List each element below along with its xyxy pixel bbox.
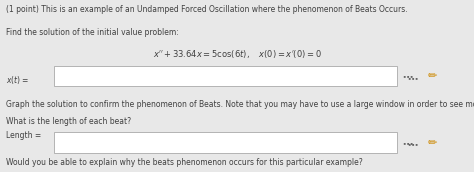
Text: $x'' + 33.64x = 5\cos(6t), \quad x(0) = x'(0) = 0$: $x'' + 33.64x = 5\cos(6t), \quad x(0) = …: [153, 48, 321, 60]
Text: (1 point) This is an example of an Undamped Forced Oscillation where the phenome: (1 point) This is an example of an Undam…: [6, 5, 407, 14]
Text: ⋯: ⋯: [407, 73, 418, 83]
Text: $x(t) =$: $x(t) =$: [6, 74, 28, 86]
Text: ⋯: ⋯: [402, 72, 413, 82]
Text: Graph the solution to confirm the phenomenon of Beats. Note that you may have to: Graph the solution to confirm the phenom…: [6, 100, 474, 109]
Text: ✏: ✏: [428, 138, 437, 148]
Text: ✏: ✏: [428, 72, 437, 82]
Text: Length =: Length =: [6, 131, 41, 140]
Text: ⋯: ⋯: [407, 139, 418, 149]
Text: ⋯: ⋯: [402, 138, 413, 148]
Text: What is the length of each beat?: What is the length of each beat?: [6, 117, 131, 126]
Text: Would you be able to explain why the beats phenomenon occurs for this particular: Would you be able to explain why the bea…: [6, 158, 363, 167]
Text: Find the solution of the initial value problem:: Find the solution of the initial value p…: [6, 28, 178, 36]
